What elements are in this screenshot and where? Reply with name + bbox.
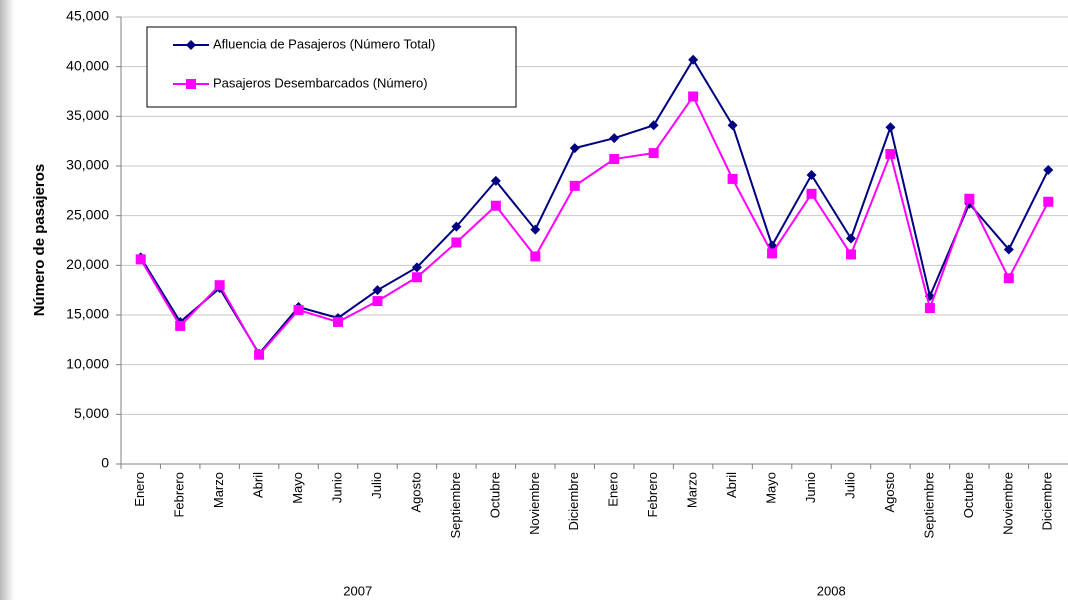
marker [688,54,699,65]
marker [411,262,422,273]
x-tick-label: Febrero [645,472,660,518]
marker [451,221,462,232]
marker [727,173,738,184]
x-tick-label: Diciembre [1040,472,1055,531]
edge-shade [0,0,14,600]
marker [688,91,699,102]
marker [1043,164,1054,175]
marker [175,320,186,331]
y-tick-label: 40,000 [66,57,109,73]
marker [609,154,620,165]
marker [490,200,501,211]
group-label: 2008 [817,583,846,598]
x-tick-label: Octubre [487,472,502,518]
y-tick-label: 35,000 [66,107,109,123]
legend-label: Afluencia de Pasajeros (Número Total) [213,36,435,51]
legend-label: Pasajeros Desembarcados (Número) [213,75,428,90]
x-tick-label: Diciembre [566,472,581,531]
marker [411,272,422,283]
series-line [139,94,1050,357]
marker [372,285,383,296]
x-tick-label: Abril [724,472,739,498]
marker [293,305,304,316]
marker [806,169,817,180]
marker [1003,273,1014,284]
y-tick-label: 25,000 [66,206,109,222]
y-tick-label: 20,000 [66,256,109,272]
marker [845,249,856,260]
legend-box [146,26,517,108]
marker [885,149,896,160]
y-tick-label: 0 [101,455,109,471]
x-tick-label: Agosto [408,472,423,512]
y-tick-label: 5,000 [74,405,109,421]
marker [648,120,659,131]
marker [885,122,896,133]
x-tick-label: Febrero [172,472,187,518]
x-tick-label: Junio [329,472,344,503]
marker [1043,196,1054,207]
marker [569,180,580,191]
x-tick-label: Marzo [685,472,700,508]
marker [569,143,580,154]
marker [530,251,541,262]
y-tick-label: 10,000 [66,355,109,371]
x-tick-label: Noviembre [527,472,542,535]
x-tick-label: Julio [842,472,857,499]
x-tick-label: Enero [606,472,621,507]
x-tick-label: Agosto [882,472,897,512]
marker [451,237,462,248]
y-tick-label: 45,000 [66,8,109,24]
marker [727,120,738,131]
y-tick-label: 15,000 [66,306,109,322]
marker [372,296,383,307]
marker [135,254,146,265]
x-tick-label: Abril [251,472,266,498]
x-tick-label: Junio [803,472,818,503]
y-axis-label: Número de pasajeros [31,164,48,317]
marker [1003,244,1014,255]
x-tick-label: Mayo [764,472,779,504]
marker [924,303,935,314]
x-tick-label: Noviembre [1000,472,1015,535]
marker [609,133,620,144]
x-tick-label: Mayo [290,472,305,504]
marker [186,40,196,50]
marker [767,248,778,259]
marker [490,175,501,186]
x-tick-label: Octubre [961,472,976,518]
x-tick-label: Septiembre [448,472,463,538]
series-line [139,57,1050,356]
x-tick-label: Julio [369,472,384,499]
marker [186,79,196,89]
marker [964,193,975,204]
marker [333,316,344,327]
x-tick-label: Enero [132,472,147,507]
marker [254,349,265,360]
marker [806,188,817,199]
marker [648,148,659,159]
x-tick-label: Marzo [211,472,226,508]
x-tick-label: Septiembre [921,472,936,538]
marker [530,224,541,235]
group-label: 2007 [343,583,372,598]
marker [845,233,856,244]
y-tick-label: 30,000 [66,157,109,173]
marker [214,280,225,291]
